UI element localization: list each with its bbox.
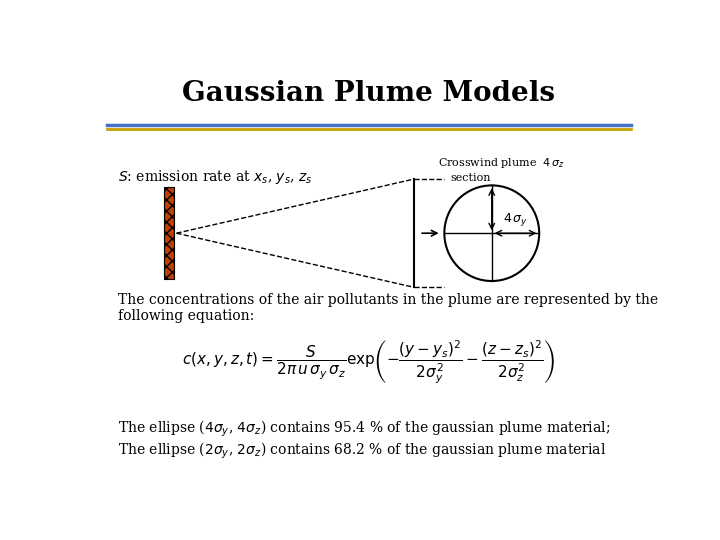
Text: $c(x,y,z,t) = \dfrac{S}{2\pi\,u\,\sigma_y\,\sigma_z}\exp\!\left(-\dfrac{(y-y_s)^: $c(x,y,z,t) = \dfrac{S}{2\pi\,u\,\sigma_… — [182, 338, 556, 386]
Text: The concentrations of the air pollutants in the plume are represented by the: The concentrations of the air pollutants… — [118, 293, 658, 307]
Text: section: section — [450, 173, 491, 183]
Text: The ellipse ($2\sigma_y$, $2\sigma_z$) contains 68.2 % of the gaussian plume mat: The ellipse ($2\sigma_y$, $2\sigma_z$) c… — [118, 441, 606, 461]
Text: $S$: emission rate at $x_s$, $y_s$, $z_s$: $S$: emission rate at $x_s$, $y_s$, $z_s… — [118, 168, 312, 186]
Text: $4\,\sigma_y$: $4\,\sigma_y$ — [503, 211, 528, 228]
Text: Gaussian Plume Models: Gaussian Plume Models — [182, 80, 556, 107]
Text: The ellipse ($4\sigma_y$, $4\sigma_z$) contains 95.4 % of the gaussian plume mat: The ellipse ($4\sigma_y$, $4\sigma_z$) c… — [118, 418, 611, 439]
Text: Crosswind plume  $4\,\sigma_z$: Crosswind plume $4\,\sigma_z$ — [438, 156, 565, 170]
Text: following equation:: following equation: — [118, 309, 254, 323]
FancyBboxPatch shape — [164, 187, 174, 279]
